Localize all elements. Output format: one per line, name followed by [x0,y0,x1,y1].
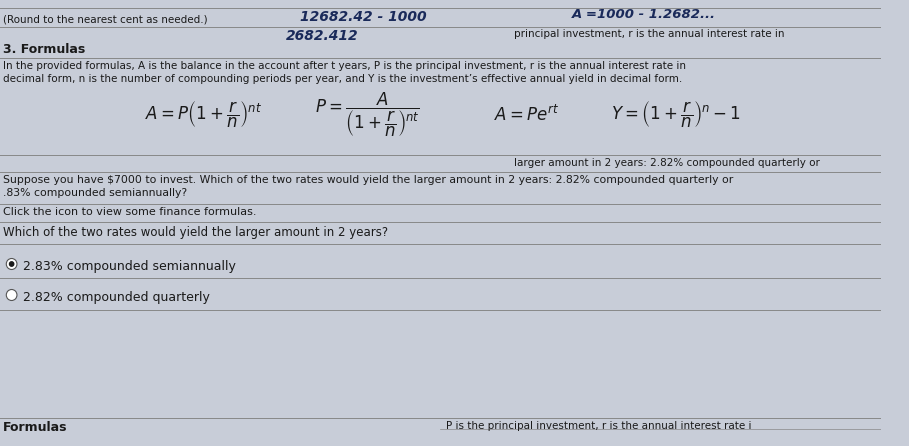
Text: 2.82% compounded quarterly: 2.82% compounded quarterly [24,291,210,304]
Text: 3. Formulas: 3. Formulas [3,43,85,56]
Text: P is the principal investment, r is the annual interest rate i: P is the principal investment, r is the … [445,421,751,431]
Text: (Round to the nearest cent as needed.): (Round to the nearest cent as needed.) [3,14,207,24]
Text: $A = P\left(1 + \dfrac{r}{n}\right)^{nt}$: $A = P\left(1 + \dfrac{r}{n}\right)^{nt}… [145,100,263,130]
Circle shape [6,289,17,301]
Circle shape [6,259,17,269]
Text: $A = Pe^{rt}$: $A = Pe^{rt}$ [494,105,560,125]
Text: principal investment, r is the annual interest rate in: principal investment, r is the annual in… [514,29,784,39]
Text: A =1000 - 1.2682...: A =1000 - 1.2682... [572,8,715,21]
Text: .83% compounded semiannually?: .83% compounded semiannually? [3,188,187,198]
Text: Suppose you have $7000 to invest. Which of the two rates would yield the larger : Suppose you have $7000 to invest. Which … [3,175,734,185]
Text: 12682.42 - 1000: 12682.42 - 1000 [300,10,427,24]
Text: 2682.412: 2682.412 [286,29,358,43]
Text: $Y = \left(1 + \dfrac{r}{n}\right)^{n} - 1$: $Y = \left(1 + \dfrac{r}{n}\right)^{n} -… [611,100,741,130]
Text: In the provided formulas, A is the balance in the account after t years, P is th: In the provided formulas, A is the balan… [3,61,686,71]
Text: Formulas: Formulas [3,421,67,434]
Text: larger amount in 2 years: 2.82% compounded quarterly or: larger amount in 2 years: 2.82% compound… [514,158,820,168]
Text: $P = \dfrac{A}{\left(1 + \dfrac{r}{n}\right)^{nt}}$: $P = \dfrac{A}{\left(1 + \dfrac{r}{n}\ri… [315,91,420,139]
Text: Which of the two rates would yield the larger amount in 2 years?: Which of the two rates would yield the l… [3,226,388,239]
Text: Click the icon to view some finance formulas.: Click the icon to view some finance form… [3,207,256,217]
Text: decimal form, n is the number of compounding periods per year, and Y is the inve: decimal form, n is the number of compoun… [3,74,682,84]
Circle shape [9,262,14,266]
Text: 2.83% compounded semiannually: 2.83% compounded semiannually [24,260,236,273]
